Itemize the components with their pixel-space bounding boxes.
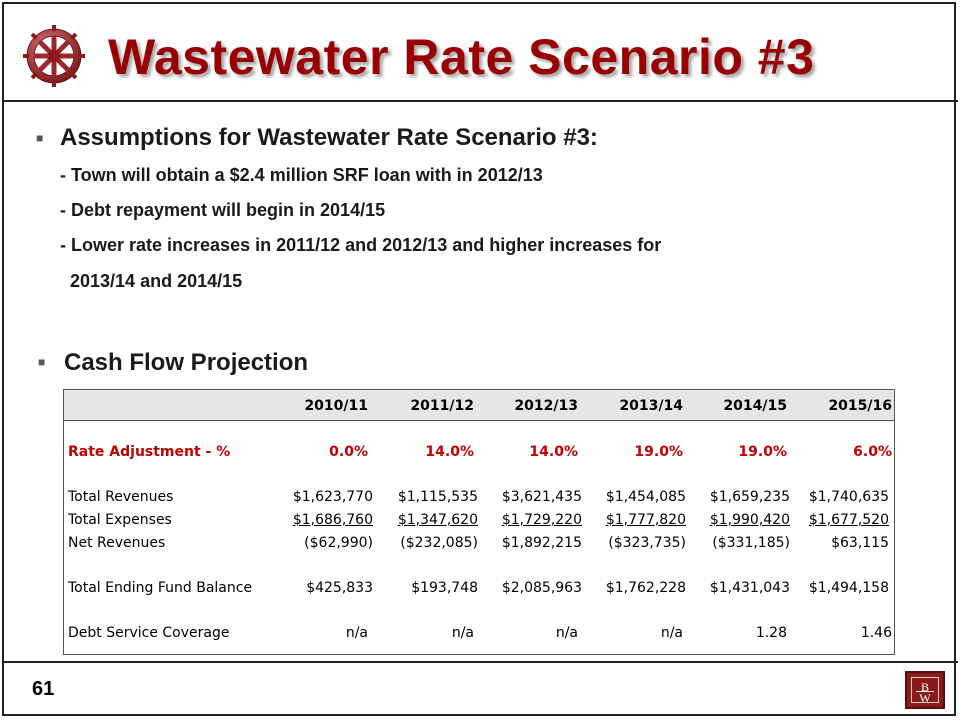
table-cell: 1.28	[755, 625, 787, 641]
table-cell: $425,833	[306, 580, 373, 596]
table-header-row: 2010/11 2011/12 2012/13 2013/14 2014/15 …	[64, 390, 894, 421]
table-cell: $1,740,635	[808, 489, 889, 505]
table-cell: ($323,735)	[608, 535, 686, 551]
table-cell: $1,347,620	[397, 512, 478, 528]
table-cell: n/a	[555, 625, 578, 641]
table-cell: $1,762,228	[605, 580, 686, 596]
table-cell: $1,431,043	[709, 580, 790, 596]
bw-logo-rule	[916, 691, 934, 692]
table-cell: $193,748	[411, 580, 478, 596]
page-number: 61	[32, 678, 55, 700]
table-cell: $3,621,435	[501, 489, 582, 505]
row-label: Net Revenues	[68, 535, 166, 551]
table-cell: $1,623,770	[292, 489, 373, 505]
table-cell: $1,454,085	[605, 489, 686, 505]
row-label: Rate Adjustment - %	[68, 444, 231, 460]
table-cell: $1,494,158	[808, 580, 889, 596]
table-cell: ($232,085)	[400, 535, 478, 551]
cash-flow-table: 2010/11 2011/12 2012/13 2013/14 2014/15 …	[63, 389, 895, 655]
bw-logo-frame: B W	[911, 677, 939, 705]
table-cell: $1,115,535	[397, 489, 478, 505]
table-cell: $1,990,420	[709, 512, 790, 528]
column-header: 2010/11	[304, 398, 368, 414]
bw-logo-letter-bottom: W	[919, 691, 931, 705]
table-cell: 14.0%	[529, 444, 578, 460]
table-cell: 19.0%	[738, 444, 787, 460]
row-label: Total Ending Fund Balance	[68, 580, 253, 596]
table-cell: 6.0%	[853, 444, 892, 460]
assumption-line: 2013/14 and 2014/15	[70, 271, 243, 291]
table-cell: $2,085,963	[501, 580, 582, 596]
column-header: 2014/15	[723, 398, 787, 414]
table-cell: ($331,185)	[712, 535, 790, 551]
assumption-line: - Town will obtain a $2.4 million SRF lo…	[60, 165, 543, 185]
row-label: Total Revenues	[68, 489, 174, 505]
square-bullet-icon: ■	[36, 131, 44, 145]
table-cell: n/a	[451, 625, 474, 641]
table-cell: n/a	[345, 625, 368, 641]
table-cell: 1.46	[860, 625, 892, 641]
table-cell: 14.0%	[425, 444, 474, 460]
table-cell: $1,777,820	[605, 512, 686, 528]
column-header: 2011/12	[410, 398, 474, 414]
table-cell: n/a	[660, 625, 683, 641]
table-cell: $63,115	[831, 535, 889, 551]
assumptions-heading: Assumptions for Wastewater Rate Scenario…	[60, 124, 598, 151]
row-label: Total Expenses	[68, 512, 172, 528]
header-divider	[2, 100, 958, 102]
slide-title: Wastewater Rate Scenario #3	[108, 29, 815, 85]
row-label: Debt Service Coverage	[68, 625, 230, 641]
table-cell: 0.0%	[329, 444, 368, 460]
table-cell: $1,686,760	[292, 512, 373, 528]
bw-logo-icon: B W	[905, 671, 945, 709]
assumption-line: - Lower rate increases in 2011/12 and 20…	[60, 235, 662, 255]
gear-wheel-icon	[23, 25, 85, 87]
table-cell: $1,729,220	[501, 512, 582, 528]
bw-logo-letter-top: B	[920, 680, 929, 694]
square-bullet-icon: ■	[38, 355, 46, 369]
column-header: 2012/13	[514, 398, 578, 414]
footer-divider	[2, 661, 958, 663]
table-cell: $1,892,215	[501, 535, 582, 551]
assumption-line: - Debt repayment will begin in 2014/15	[60, 200, 386, 220]
column-header: 2013/14	[619, 398, 683, 414]
column-header: 2015/16	[828, 398, 892, 414]
table-cell: $1,659,235	[709, 489, 790, 505]
cash-flow-heading: Cash Flow Projection	[64, 349, 309, 376]
table-cell: 19.0%	[634, 444, 683, 460]
table-cell: $1,677,520	[808, 512, 889, 528]
table-cell: ($62,990)	[304, 535, 373, 551]
